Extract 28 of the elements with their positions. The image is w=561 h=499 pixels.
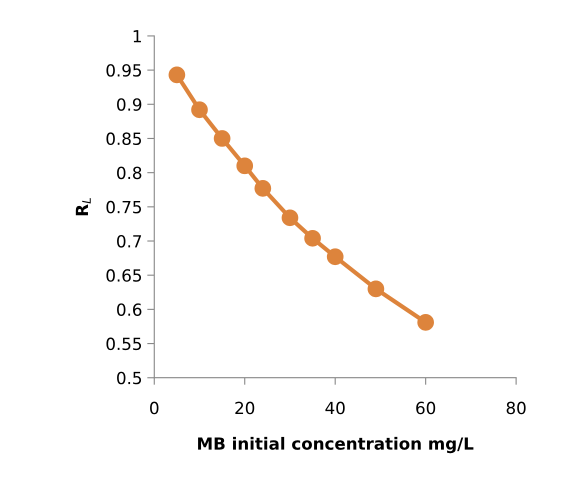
x-tick-label: 40	[325, 402, 345, 414]
point	[168, 66, 186, 84]
y-tick-label: 0.85	[106, 132, 142, 146]
x-axis-title: MB initial concentration mg/L	[198, 436, 474, 454]
point	[191, 101, 208, 118]
point	[236, 157, 254, 174]
y-tick-label: 0.6	[117, 303, 142, 316]
point	[304, 230, 321, 247]
y-tick-label: 0.65	[106, 269, 142, 282]
x-tick-label: 20	[235, 402, 254, 414]
x-tick-label: 0	[150, 402, 158, 414]
point	[282, 209, 298, 226]
y-tick-label: 0.8	[117, 166, 142, 180]
y-tick-label: 0.95	[106, 64, 142, 77]
y-tick-label: 1	[134, 30, 141, 42]
y-tick-label: 0.75	[106, 200, 142, 214]
point	[326, 248, 344, 266]
y-tick-label: 0.55	[106, 338, 142, 350]
y-tick-label: 0.9	[117, 98, 142, 111]
point	[254, 180, 272, 197]
point	[368, 280, 384, 298]
y-tick-label: 0.7	[117, 234, 142, 248]
x-tick-label: 60	[416, 402, 436, 414]
x-tick-label: 80	[506, 402, 526, 414]
y-axis-title: R$_{L}$	[76, 198, 91, 216]
y-tick-label: 0.5	[117, 372, 142, 384]
point	[214, 130, 230, 147]
point	[417, 314, 434, 331]
